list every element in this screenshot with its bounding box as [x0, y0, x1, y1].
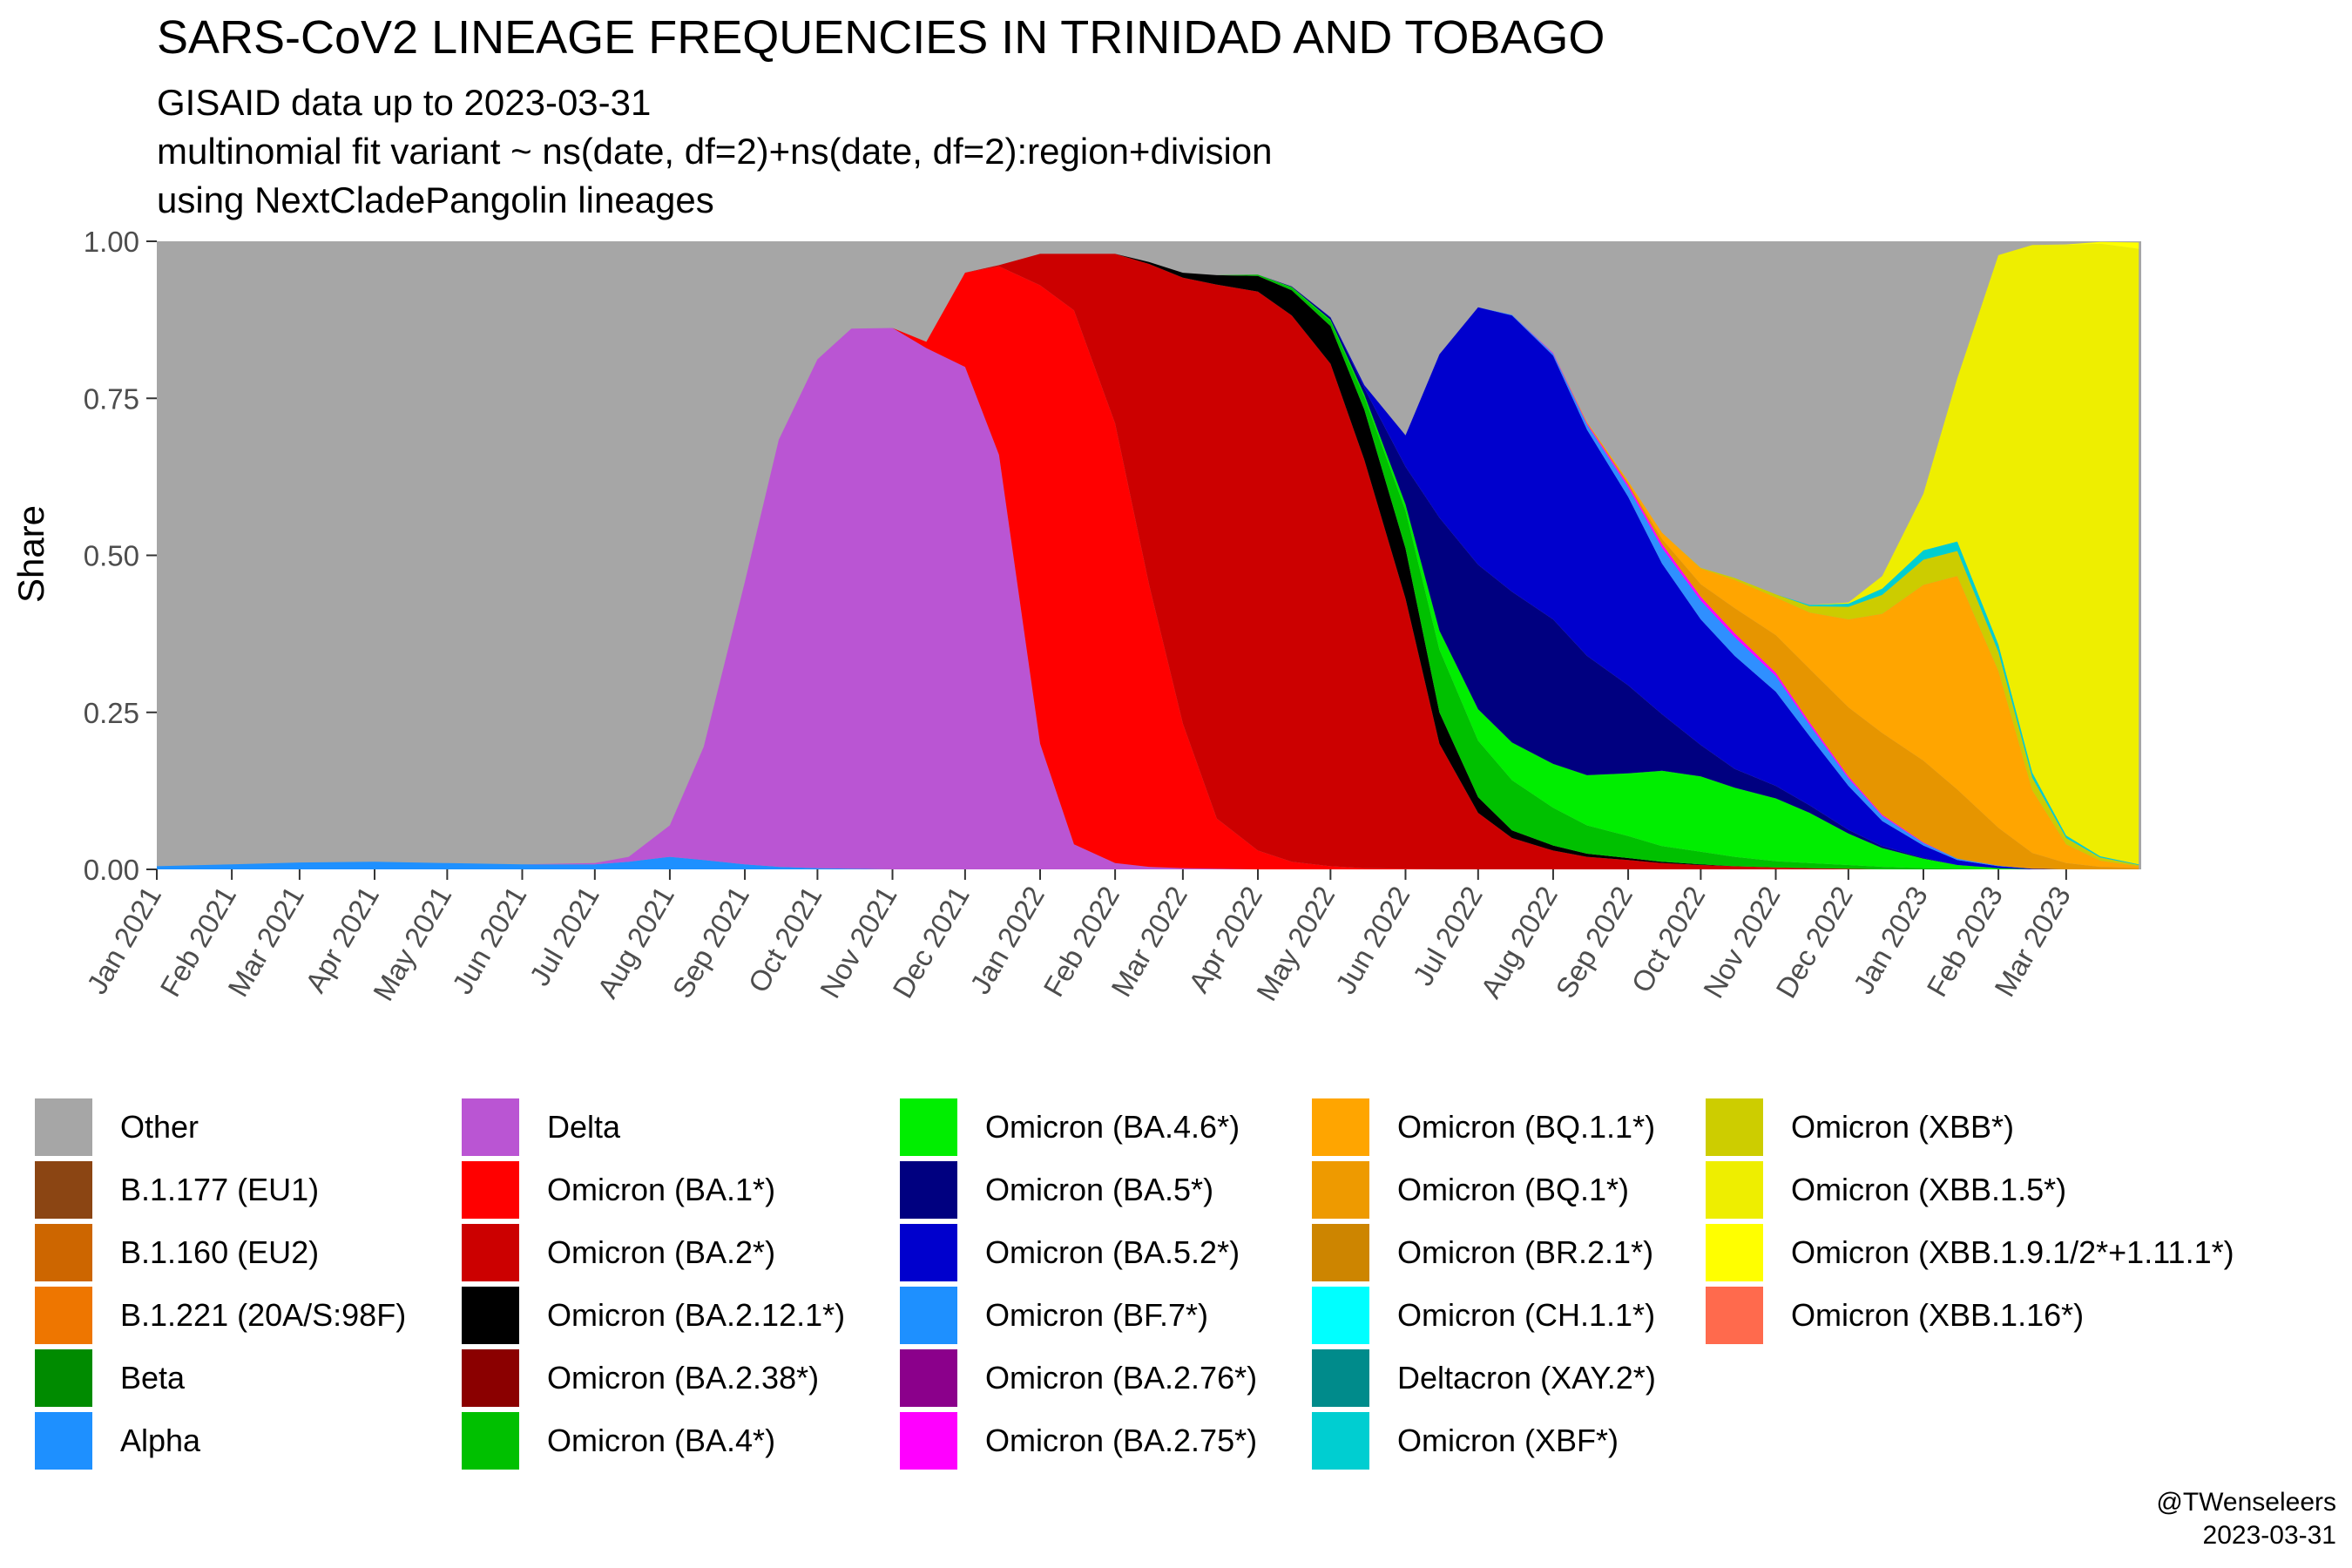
legend-key [35, 1161, 92, 1219]
legend: Other B.1.177 (EU1) B.1.160 (EU2) B.1.221 (… [35, 1096, 2352, 1479]
x-tick-label: Jul 2021 [523, 881, 605, 991]
legend-label: Alpha [120, 1423, 201, 1458]
x-tick-label: Sep 2021 [666, 881, 755, 1004]
legend-key [1706, 1224, 1763, 1281]
legend-label: Omicron (XBF*) [1397, 1423, 1619, 1458]
y-tick-label: 0.50 [84, 540, 139, 572]
legend-key [462, 1349, 519, 1407]
legend-key [900, 1412, 957, 1470]
legend-label: Omicron (BQ.1*) [1397, 1172, 1630, 1207]
legend-label: Omicron (BA.5*) [985, 1172, 1214, 1207]
x-tick-label: Jan 2022 [963, 881, 1051, 999]
credit-date: 2023-03-31 [2202, 1521, 2336, 1550]
legend-label: Omicron (BA.5.2*) [985, 1234, 1240, 1270]
legend-key [1312, 1224, 1369, 1281]
legend-label: Omicron (XBB*) [1791, 1109, 2015, 1145]
legend-label: Omicron (BA.2.76*) [985, 1360, 1258, 1396]
y-tick-label: 0.75 [84, 382, 139, 415]
legend-key [35, 1412, 92, 1470]
y-tick-label: 0.00 [84, 854, 139, 886]
y-tick-label: 0.25 [84, 697, 139, 729]
legend-key [1312, 1098, 1369, 1156]
legend-label: Omicron (BF.7*) [985, 1297, 1209, 1333]
legend-key [462, 1287, 519, 1344]
x-tick-label: Jun 2022 [1329, 881, 1416, 999]
legend-key [900, 1287, 957, 1344]
legend-key [900, 1098, 957, 1156]
legend-label: Delta [547, 1109, 621, 1145]
legend-key [1706, 1098, 1763, 1156]
x-tick-label: Jul 2022 [1406, 881, 1488, 991]
legend-key [1312, 1287, 1369, 1344]
credit-author: @TWenseleers [2156, 1488, 2336, 1517]
legend-key [35, 1287, 92, 1344]
area-omicron-ba-2 [157, 253, 2139, 869]
legend-key [35, 1224, 92, 1281]
subtitle-line-2: multinomial fit variant ~ ns(date, df=2)… [157, 131, 1273, 172]
legend-key [1312, 1349, 1369, 1407]
legend-key [462, 1224, 519, 1281]
legend-label: Omicron (XBB.1.9.1/2*+1.11.1*) [1791, 1234, 2234, 1270]
y-axis-title: Share [10, 505, 51, 603]
legend-label: Beta [120, 1360, 186, 1396]
legend-label: Omicron (BA.2.12.1*) [547, 1297, 846, 1333]
x-tick-label: Jan 2021 [80, 881, 167, 999]
area-omicron-ba-5 [157, 253, 2139, 869]
legend-label: B.1.160 (EU2) [120, 1234, 320, 1270]
legend-key [1706, 1287, 1763, 1344]
x-tick-label: Oct 2022 [1625, 881, 1711, 997]
area-omicron-bq-1 [157, 253, 2139, 869]
legend-key [35, 1098, 92, 1156]
subtitle-line-3: using NextCladePangolin lineages [157, 179, 714, 220]
legend-key [900, 1161, 957, 1219]
legend-key [462, 1098, 519, 1156]
legend-key [35, 1349, 92, 1407]
area-alpha [157, 856, 2139, 869]
x-tick-label: Jan 2023 [1847, 881, 1934, 999]
area-omicron-ba-1 [157, 266, 2139, 869]
legend-label: Omicron (BR.2.1*) [1397, 1234, 1654, 1270]
legend-label: B.1.221 (20A/S:98F) [120, 1297, 407, 1333]
legend-label: Omicron (BA.4*) [547, 1423, 776, 1458]
legend-key [900, 1349, 957, 1407]
legend-label: Omicron (XBB.1.5*) [1791, 1172, 2067, 1207]
x-tick-label: Sep 2022 [1549, 881, 1639, 1004]
legend-label: Omicron (CH.1.1*) [1397, 1297, 1656, 1333]
legend-label: Omicron (BQ.1.1*) [1397, 1109, 1656, 1145]
legend-label: Omicron (BA.2*) [547, 1234, 776, 1270]
subtitle-line-1: GISAID data up to 2023-03-31 [157, 82, 652, 123]
legend-label: Other [120, 1109, 199, 1145]
legend-label: Deltacron (XAY.2*) [1397, 1360, 1656, 1396]
legend-key [462, 1412, 519, 1470]
area-layer [157, 241, 2141, 869]
legend-label: B.1.177 (EU1) [120, 1172, 320, 1207]
legend-label: Omicron (BA.2.75*) [985, 1423, 1258, 1458]
legend-key [1312, 1161, 1369, 1219]
legend-label: Omicron (BA.1*) [547, 1172, 776, 1207]
chart-title: SARS-CoV2 LINEAGE FREQUENCIES IN TRINIDA… [157, 11, 1605, 64]
legend-key [1312, 1412, 1369, 1470]
x-tick-label: Oct 2021 [741, 881, 828, 997]
legend-label: Omicron (BA.2.38*) [547, 1360, 820, 1396]
y-tick-label: 1.00 [84, 226, 139, 258]
legend-key [462, 1161, 519, 1219]
legend-key [900, 1224, 957, 1281]
legend-label: Omicron (XBB.1.16*) [1791, 1297, 2085, 1333]
legend-label: Omicron (BA.4.6*) [985, 1109, 1240, 1145]
x-tick-label: Jun 2021 [446, 881, 533, 999]
legend-key [1706, 1161, 1763, 1219]
